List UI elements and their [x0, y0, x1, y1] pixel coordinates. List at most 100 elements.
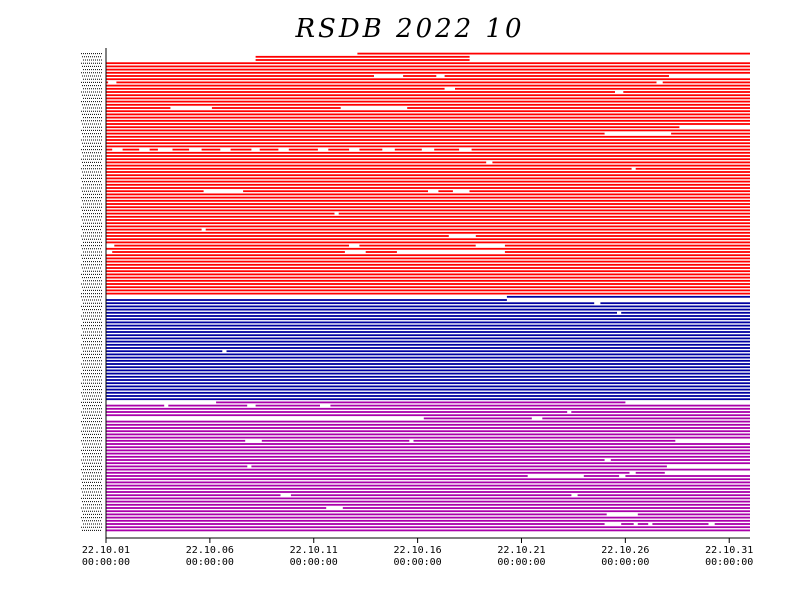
series-bar-segment — [106, 353, 750, 356]
series-bar-segment — [394, 148, 422, 151]
series-bar-segment — [106, 446, 750, 449]
series-bar-segment — [106, 459, 605, 461]
series-bar-segment — [106, 71, 750, 74]
series-bar-segment — [243, 190, 428, 193]
series-bar-segment — [106, 369, 750, 372]
series-bar-segment — [106, 372, 750, 375]
series-bar-segment — [106, 81, 109, 84]
series-bar-segment — [230, 148, 252, 151]
series-bar-segment — [469, 190, 750, 193]
series-bar-segment — [106, 331, 750, 333]
series-bar-segment — [106, 327, 750, 330]
series-bar-segment — [106, 273, 750, 276]
series-bar-segment — [106, 241, 750, 244]
series-bar-segment — [106, 196, 750, 199]
series-bar-segment — [492, 161, 750, 164]
series-bar-segment — [662, 81, 750, 84]
series-bar-segment — [106, 97, 750, 100]
series-bar-segment — [106, 206, 750, 209]
series-bar-segment — [444, 75, 669, 77]
series-bar-segment — [106, 257, 750, 260]
series-bar-segment — [106, 359, 750, 362]
series-bar-segment — [455, 87, 750, 90]
series-bar-segment — [290, 494, 572, 497]
series-bar-segment — [106, 513, 607, 516]
x-tick-label-date: 22.10.21 — [497, 545, 545, 556]
series-bar-segment — [106, 398, 750, 401]
series-bar-segment — [106, 279, 750, 282]
series-bar-segment — [106, 481, 750, 484]
series-bar-segment — [504, 244, 750, 247]
series-bar-segment — [106, 318, 750, 321]
series-bar-segment — [106, 491, 750, 493]
series-bar-segment — [106, 465, 248, 468]
series-bar-segment — [106, 65, 750, 68]
series-bar-segment — [106, 177, 750, 180]
series-bar-segment — [106, 350, 223, 353]
x-tick-label-date: 22.10.01 — [82, 545, 130, 556]
series-bar-segment — [652, 523, 709, 525]
series-bar-segment — [106, 494, 281, 497]
series-bar-segment — [106, 110, 750, 113]
series-bar-segment — [106, 190, 204, 193]
series-bar-segment — [106, 164, 750, 167]
series-bar-segment — [201, 148, 221, 151]
series-bar-segment — [106, 103, 750, 106]
series-bar-segment — [106, 123, 750, 125]
data-bars — [106, 52, 750, 532]
series-bar-segment — [106, 510, 750, 513]
series-bar-segment — [106, 231, 750, 234]
x-axis-ticks: 22.10.0100:00:0022.10.0600:00:0022.10.11… — [82, 538, 753, 568]
series-bar-segment — [106, 75, 374, 77]
series-bar-segment — [106, 62, 750, 65]
series-bar-segment — [330, 404, 750, 407]
x-tick-label-date: 22.10.31 — [705, 545, 753, 556]
series-bar-segment — [106, 267, 750, 269]
series-bar-segment — [106, 180, 750, 183]
series-bar-segment — [413, 439, 676, 442]
series-bar-segment — [637, 523, 649, 525]
series-bar-segment — [112, 251, 345, 253]
series-bar-segment — [106, 174, 750, 177]
series-bar-segment — [106, 407, 750, 410]
series-bar-segment — [106, 356, 750, 359]
series-bar-segment — [637, 513, 750, 516]
series-bar-segment — [106, 404, 165, 407]
series-bar-segment — [423, 417, 532, 420]
series-bar-segment — [542, 417, 750, 420]
series-bar-segment — [216, 401, 626, 404]
series-bar-segment — [106, 308, 750, 311]
series-bar-segment — [106, 129, 750, 132]
series-bar-segment — [106, 270, 750, 273]
series-bar-segment — [583, 475, 620, 477]
series-bar-segment — [106, 487, 750, 490]
series-bar-segment — [168, 404, 248, 407]
series-bar-segment — [106, 238, 750, 241]
series-bar-segment — [106, 366, 750, 369]
series-bar-segment — [106, 199, 750, 202]
series-bar-segment — [342, 507, 750, 509]
series-bar-segment — [226, 350, 750, 353]
series-bar-segment — [506, 295, 750, 298]
series-bar-segment — [106, 337, 750, 340]
series-bar-segment — [714, 523, 750, 525]
series-bar-segment — [106, 388, 750, 391]
series-bar-segment — [106, 145, 750, 148]
series-bar-segment — [106, 363, 750, 365]
series-bar-segment — [172, 148, 190, 151]
series-bar-segment — [571, 411, 750, 413]
series-bar-segment — [106, 452, 750, 455]
series-bar-segment — [106, 94, 750, 97]
series-bar-segment — [621, 523, 634, 525]
series-bar-segment — [106, 225, 750, 228]
series-bar-segment — [106, 286, 750, 289]
series-bar-segment — [106, 523, 605, 525]
series-bar-segment — [259, 148, 279, 151]
series-bar-segment — [504, 251, 750, 253]
series-bar-segment — [106, 516, 750, 519]
series-bar-segment — [114, 244, 349, 247]
series-bar-segment — [359, 148, 383, 151]
series-bar-segment — [149, 148, 158, 151]
series-bar-segment — [106, 382, 750, 385]
